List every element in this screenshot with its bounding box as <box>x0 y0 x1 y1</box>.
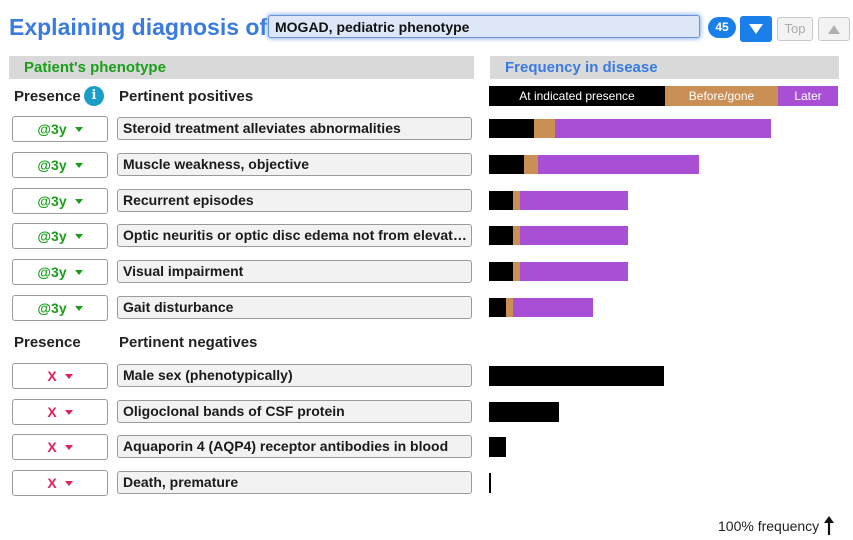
frequency-segment-before <box>506 298 513 317</box>
finding-field[interactable]: Oligoclonal bands of CSF protein <box>117 399 472 423</box>
frequency-segment-present <box>489 262 513 282</box>
frequency-segment-later <box>520 262 628 282</box>
frequency-header: Frequency in disease <box>490 56 839 79</box>
frequency-segment-later <box>513 298 593 317</box>
presence-dropdown[interactable]: @3y <box>12 187 108 214</box>
presence-value: @3y <box>37 300 67 316</box>
finding-field[interactable]: Steroid treatment alleviates abnormaliti… <box>117 117 472 140</box>
frequency-bar <box>489 298 593 317</box>
frequency-segment-before <box>513 226 520 246</box>
caret-down-icon <box>74 127 83 132</box>
legend-present: At indicated presence <box>489 86 665 106</box>
finding-field[interactable]: Gait disturbance <box>117 296 472 319</box>
arrow-up-icon <box>824 516 835 535</box>
frequency-segment-present <box>489 298 506 317</box>
frequency-segment-later <box>520 190 628 210</box>
frequency-bar <box>489 154 699 174</box>
frequency-bar <box>489 262 628 282</box>
frequency-scale: 100% frequency <box>718 516 835 536</box>
presence-value: @3y <box>37 264 67 281</box>
frequency-segment-before <box>534 119 555 138</box>
caret-down-icon <box>74 162 83 168</box>
frequency-segment-before <box>513 262 520 282</box>
diagnosis-field[interactable]: MOGAD, pediatric phenotype <box>268 15 700 38</box>
presence-dropdown[interactable]: X <box>12 398 108 425</box>
next-down-button[interactable] <box>740 16 772 42</box>
frequency-bar <box>489 401 559 422</box>
frequency-segment-present <box>489 119 534 138</box>
caret-down-icon <box>74 234 83 240</box>
presence-value: @3y <box>37 156 67 173</box>
presence-dropdown[interactable]: @3y <box>12 116 108 142</box>
up-button[interactable] <box>818 17 850 41</box>
caret-down-icon <box>64 409 73 415</box>
frequency-segment-present <box>489 154 524 174</box>
caret-down-icon <box>74 270 83 276</box>
presence-value: @3y <box>37 121 67 137</box>
presence-dropdown[interactable]: @3y <box>12 223 108 250</box>
frequency-segment-present <box>489 226 513 246</box>
presence-value: X <box>47 403 57 420</box>
frequency-bar <box>489 366 664 386</box>
frequency-segment-present <box>489 190 513 210</box>
finding-field[interactable]: Optic neuritis or optic disc edema not f… <box>117 224 472 248</box>
finding-field[interactable]: Muscle weakness, objective <box>117 152 472 176</box>
presence-dropdown[interactable]: X <box>12 469 108 496</box>
frequency-bar <box>489 190 628 210</box>
triangle-down-icon <box>749 24 763 34</box>
finding-field[interactable]: Death, premature <box>117 470 472 494</box>
finding-field[interactable]: Aquaporin 4 (AQP4) receptor antibodies i… <box>117 435 472 458</box>
negatives-column-label: Pertinent negatives <box>119 334 258 351</box>
caret-down-icon <box>74 198 83 204</box>
presence-value: @3y <box>37 228 67 245</box>
frequency-segment-later <box>538 154 699 174</box>
presence-dropdown[interactable]: @3y <box>12 295 108 321</box>
finding-field[interactable]: Recurrent episodes <box>117 188 472 212</box>
presence-value: @3y <box>37 192 67 209</box>
presence-column-label-negatives: Presence <box>14 334 81 351</box>
frequency-segment-later <box>520 226 628 246</box>
top-button[interactable]: Top <box>777 17 813 41</box>
frequency-segment-before <box>513 190 520 210</box>
finding-field[interactable]: Visual impairment <box>117 260 472 284</box>
frequency-segment-later <box>555 119 771 138</box>
legend-later: Later <box>778 86 838 106</box>
presence-dropdown[interactable]: @3y <box>12 259 108 286</box>
presence-dropdown[interactable]: X <box>12 363 108 389</box>
presence-dropdown[interactable]: @3y <box>12 151 108 178</box>
frequency-scale-label: 100% frequency <box>718 518 820 534</box>
frequency-bar <box>489 119 771 138</box>
caret-down-icon <box>64 374 73 379</box>
finding-field[interactable]: Male sex (phenotypically) <box>117 364 472 387</box>
frequency-segment-before <box>524 154 538 174</box>
frequency-bar <box>489 437 506 457</box>
positives-column-label: Pertinent positives <box>119 88 254 105</box>
presence-value: X <box>47 439 57 455</box>
presence-value: X <box>47 474 57 491</box>
caret-down-icon <box>64 445 73 450</box>
caret-down-icon <box>74 306 83 311</box>
info-icon[interactable]: i <box>84 86 104 106</box>
triangle-up-icon <box>828 24 840 34</box>
legend-before: Before/gone <box>665 86 778 106</box>
count-badge: 45 <box>708 17 736 38</box>
frequency-bar <box>489 472 491 493</box>
caret-down-icon <box>64 480 73 486</box>
presence-value: X <box>47 368 57 384</box>
page-title: Explaining diagnosis of <box>9 14 268 40</box>
presence-column-label: Presence <box>14 88 81 105</box>
presence-dropdown[interactable]: X <box>12 434 108 460</box>
frequency-bar <box>489 226 628 246</box>
patient-phenotype-header: Patient's phenotype <box>9 56 474 79</box>
